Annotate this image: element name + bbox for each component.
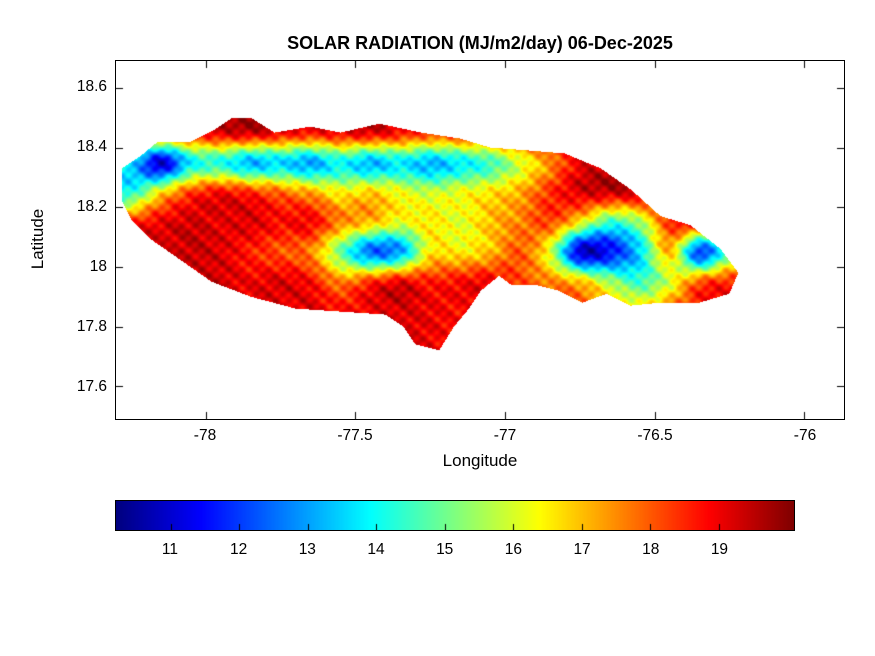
colorbar-tick-label: 19 (710, 541, 729, 558)
y-tick-label: 17.8 (76, 318, 107, 335)
x-tick-label: -77 (493, 427, 517, 444)
y-tick-label: 18.4 (76, 138, 107, 155)
colorbar-tick-label: 13 (298, 541, 316, 558)
y-tick-label: 17.6 (76, 378, 107, 395)
colorbar (115, 500, 795, 531)
colorbar-tick-label: 17 (573, 541, 591, 558)
x-tick-label: -76.5 (637, 427, 673, 444)
y-tick-label: 18.6 (76, 78, 107, 95)
heatmap-canvas (116, 61, 844, 419)
colorbar-tick-label: 16 (504, 541, 522, 558)
colorbar-canvas (116, 501, 794, 530)
colorbar-tick-label: 12 (230, 541, 248, 558)
y-tick-label: 18.2 (76, 198, 107, 215)
x-axis-label: Longitude (442, 451, 518, 470)
plot-area (115, 60, 845, 420)
colorbar-tick-label: 11 (161, 541, 178, 558)
colorbar-tick-label: 15 (436, 541, 454, 558)
colorbar-tick-label: 14 (367, 541, 385, 558)
x-tick-label: -77.5 (337, 427, 373, 444)
chart-title: SOLAR RADIATION (MJ/m2/day) 06-Dec-2025 (287, 33, 673, 53)
colorbar-tick-label: 18 (642, 541, 660, 558)
x-tick-label: -76 (793, 427, 817, 444)
y-tick-label: 18 (89, 258, 107, 275)
y-axis-label: Latitude (28, 208, 47, 270)
x-tick-label: -78 (193, 427, 217, 444)
